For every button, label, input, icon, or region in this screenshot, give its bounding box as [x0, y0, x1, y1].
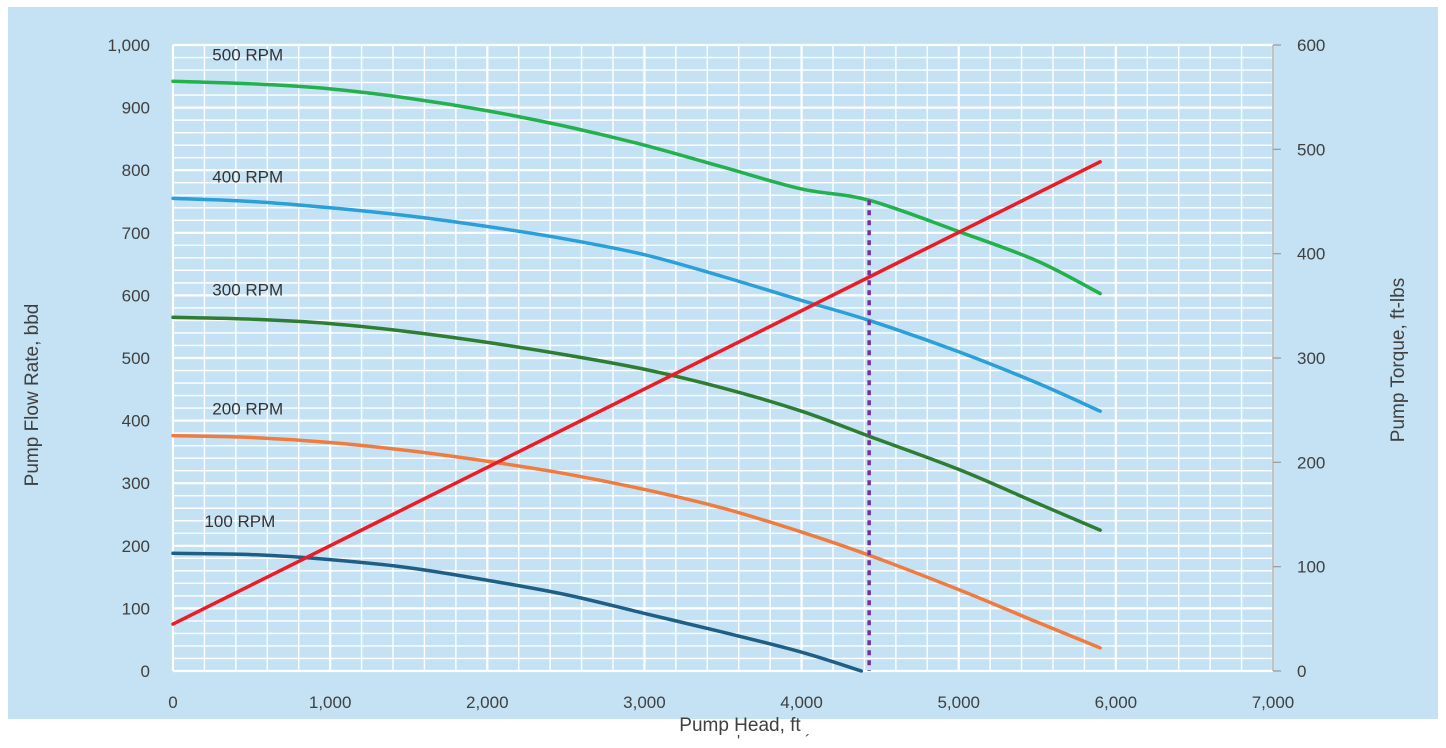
curve-label-300-rpm: 300 RPM [212, 280, 283, 299]
y2-axis-ticks: 0 100 200 300 400 500 600 [1297, 36, 1325, 681]
y2-tick-label: 200 [1297, 453, 1325, 472]
y2-tick-label: 500 [1297, 140, 1325, 159]
y-tick-label: 200 [122, 537, 150, 556]
y-tick-label: 400 [122, 412, 150, 431]
series-400-rpm [171, 196, 1102, 413]
y2-tick-label: 0 [1297, 662, 1306, 681]
y-tick-label: 600 [122, 286, 150, 305]
curve-label-500-rpm: 500 RPM [212, 46, 283, 65]
series-100-rpm [171, 551, 864, 673]
major-gridlines [171, 43, 1281, 673]
y-tick-label: 300 [122, 474, 150, 493]
x-tick-label: 1,000 [309, 693, 352, 712]
y-tick-label: 100 [122, 599, 150, 618]
y2-tick-label: 300 [1297, 349, 1325, 368]
curve-labels: 500 RPM 400 RPM 300 RPM 200 RPM 100 RPM [204, 46, 283, 531]
y-tick-label: 800 [122, 161, 150, 180]
y-tick-label: 900 [122, 99, 150, 118]
y-tick-label: 500 [122, 349, 150, 368]
x-tick-label: 0 [168, 693, 177, 712]
y-tick-label: 0 [141, 662, 150, 681]
curve-label-200-rpm: 200 RPM [212, 399, 283, 418]
y-tick-label: 700 [122, 224, 150, 243]
y-axis-title: Pump Flow Rate, bbd [22, 304, 43, 487]
curve-label-100-rpm: 100 RPM [204, 512, 275, 531]
y2-tick-label: 100 [1297, 558, 1325, 577]
series-torque-line [171, 160, 1102, 626]
y2-tick-label: 600 [1297, 36, 1325, 55]
x-axis-ticks: 0 1,000 2,000 3,000 4,000 5,000 6,000 7,000 [168, 693, 1294, 712]
y-axis-ticks: 0 100 200 300 400 500 600 700 800 900 1,000 [107, 36, 150, 681]
stray-mark-1: ' [737, 733, 740, 748]
x-tick-label: 3,000 [623, 693, 666, 712]
y2-tick-label: 400 [1297, 245, 1325, 264]
series-layer [171, 79, 1102, 673]
x-axis-title: Pump Head, ft [679, 715, 801, 736]
x-tick-label: 2,000 [466, 693, 509, 712]
stray-mark-2: ´ [805, 733, 810, 748]
series-200-rpm [171, 433, 1102, 650]
x-tick-label: 7,000 [1252, 693, 1295, 712]
series-300-rpm [171, 315, 1102, 532]
curve-label-400-rpm: 400 RPM [212, 168, 283, 187]
x-tick-label: 4,000 [780, 693, 823, 712]
chart-background [8, 7, 1438, 719]
y-tick-label: 1,000 [107, 36, 150, 55]
x-tick-label: 5,000 [937, 693, 980, 712]
y2-axis-title: Pump Torque, ft-lbs [1388, 278, 1409, 442]
x-tick-label: 6,000 [1095, 693, 1138, 712]
